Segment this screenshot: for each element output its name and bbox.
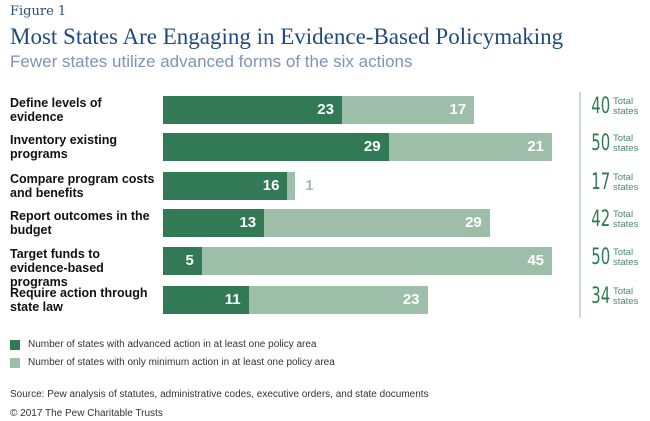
- bar-value-label: 1: [305, 177, 314, 194]
- source-note: Source: Pew analysis of statutes, admini…: [10, 389, 429, 400]
- bar-value-label: 16: [262, 177, 280, 194]
- category-label: Inventory existing programs: [10, 133, 117, 161]
- total-value: 42: [591, 207, 610, 232]
- legend-item-advanced: Number of states with advanced action in…: [10, 339, 317, 350]
- bar-value-label: 23: [317, 101, 334, 118]
- bar-advanced: [163, 96, 342, 124]
- total-states: 40 Total states: [553, 94, 643, 119]
- bar-value-label: 13: [239, 214, 257, 231]
- bar-value-label: 45: [527, 252, 544, 269]
- bar-value-label: 21: [527, 138, 544, 155]
- total-states: 42 Total states: [553, 207, 643, 232]
- bar-minimum: [388, 133, 552, 161]
- category-label: Compare program costs and benefits: [10, 172, 155, 200]
- bar-value-label: 29: [363, 138, 381, 155]
- legend-label: Number of states with only minimum actio…: [28, 357, 335, 368]
- legend-swatch: [10, 357, 20, 368]
- bar-advanced: [163, 172, 288, 200]
- total-value: 34: [591, 284, 610, 309]
- divider: [579, 92, 581, 318]
- chart-subtitle: Fewer states utilize advanced forms of t…: [10, 52, 413, 71]
- total-value: 50: [591, 131, 610, 156]
- bar-advanced: [163, 209, 265, 237]
- total-states: 50 Total states: [553, 245, 643, 270]
- total-value: 50: [591, 245, 610, 270]
- bar-advanced: [163, 247, 202, 275]
- bar-minimum: [287, 172, 296, 200]
- bar-value-label: 23: [402, 291, 420, 308]
- category-label: Target funds to evidence-based programs: [10, 247, 104, 289]
- legend-item-minimum: Number of states with only minimum actio…: [10, 357, 335, 368]
- bar-minimum: [264, 209, 490, 237]
- total-states: 17 Total states: [553, 170, 643, 195]
- bar-value-label: 5: [185, 252, 194, 269]
- total-value: 40: [591, 94, 610, 119]
- category-label: Define levels of evidence: [10, 96, 102, 124]
- bar-advanced: [163, 286, 249, 314]
- bar-minimum: [341, 96, 475, 124]
- total-label: Total states: [613, 132, 639, 154]
- legend-label: Number of states with advanced action in…: [28, 339, 317, 350]
- bar-value-label: 29: [465, 214, 482, 231]
- total-states: 50 Total states: [553, 131, 643, 156]
- legend-swatch: [10, 339, 20, 350]
- bar-value-label: 11: [224, 291, 241, 308]
- bar-advanced: [163, 133, 389, 161]
- bar-minimum: [248, 286, 428, 314]
- bar-value-label: 17: [449, 101, 467, 118]
- total-label: Total states: [613, 95, 639, 117]
- category-label: Require action through state law: [10, 286, 148, 314]
- chart-title: Most States Are Engaging in Evidence-Bas…: [10, 24, 564, 49]
- total-label: Total states: [613, 246, 639, 268]
- total-label: Total states: [613, 171, 639, 193]
- figure-label: Figure 1: [10, 4, 67, 19]
- total-states: 34 Total states: [553, 284, 643, 309]
- total-label: Total states: [613, 285, 639, 307]
- copyright: © 2017 The Pew Charitable Trusts: [10, 408, 163, 419]
- total-label: Total states: [613, 208, 639, 230]
- category-label: Report outcomes in the budget: [10, 209, 150, 237]
- total-value: 17: [591, 170, 610, 195]
- bar-minimum: [201, 247, 552, 275]
